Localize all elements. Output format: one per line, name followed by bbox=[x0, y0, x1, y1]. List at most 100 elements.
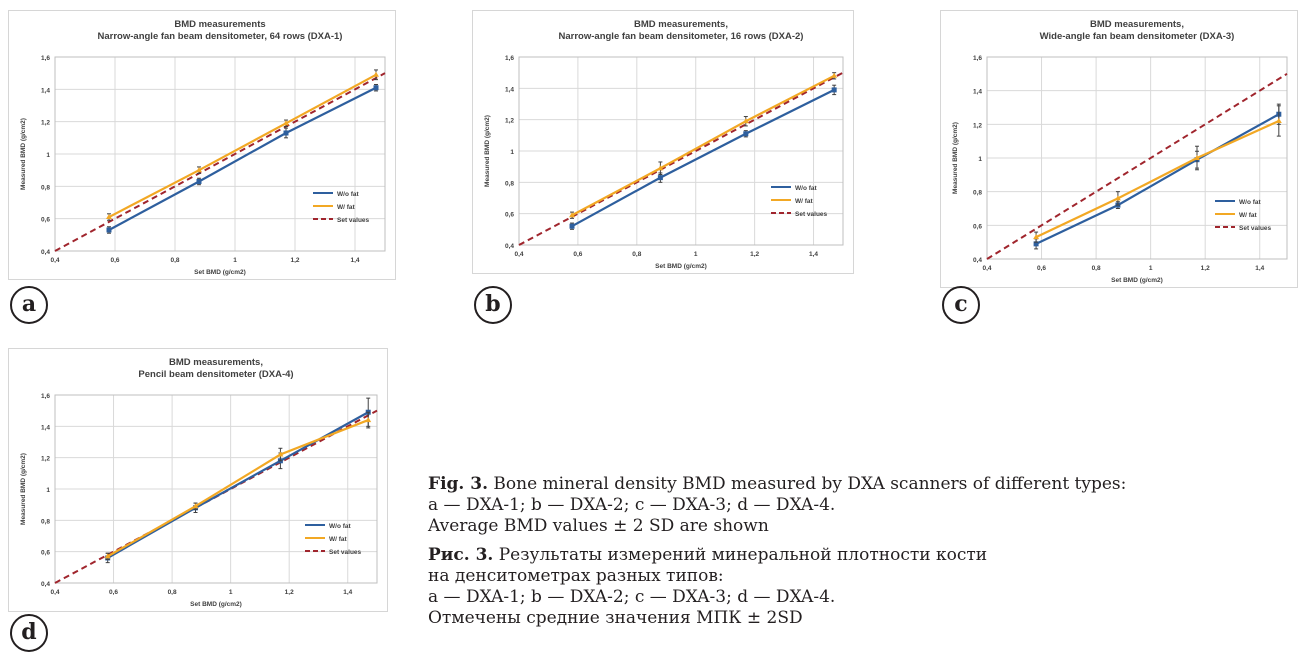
x-tick-label: 1,2 bbox=[285, 589, 294, 596]
x-tick-label: 0,8 bbox=[1092, 265, 1101, 272]
badge-b: b bbox=[474, 286, 512, 324]
y-tick-label: 0,4 bbox=[505, 243, 514, 250]
caption-russian: Рис. 3. Результаты измерений минеральной… bbox=[428, 545, 1298, 629]
x-axis-label: Set BMD (g/cm2) bbox=[194, 269, 246, 276]
x-tick-label: 1 bbox=[694, 251, 698, 258]
data-point-w-fat bbox=[373, 71, 379, 77]
badge-c: c bbox=[942, 286, 980, 324]
x-tick-label: 0,8 bbox=[170, 257, 179, 264]
x-tick-label: 0,4 bbox=[982, 265, 991, 272]
data-point-w-fat bbox=[104, 553, 111, 559]
chart-panel-b: BMD measurements, Narrow-angle fan beam d… bbox=[472, 10, 854, 274]
y-tick-label: 1,2 bbox=[973, 122, 982, 129]
y-tick-label: 1,4 bbox=[505, 86, 514, 93]
y-tick-label: 1,6 bbox=[41, 393, 50, 400]
legend-label-set-values: Set values bbox=[795, 211, 828, 218]
legend-label-wo-fat: W/o fat bbox=[795, 185, 817, 192]
data-point-w-fat bbox=[1033, 234, 1040, 240]
y-tick-label: 1,4 bbox=[41, 424, 50, 431]
series-set-values-line bbox=[986, 72, 1288, 260]
x-tick-label: 0,8 bbox=[168, 589, 177, 596]
data-point-w-fat bbox=[196, 167, 202, 173]
x-axis-label: Set BMD (g/cm2) bbox=[1111, 277, 1163, 284]
badge-a: a bbox=[10, 286, 48, 324]
plot-area bbox=[54, 56, 386, 252]
x-tick-label: 1 bbox=[229, 589, 233, 596]
caption-ru-text-1: Результаты измерений минеральной плотнос… bbox=[493, 545, 988, 565]
chart-b-svg: BMD measurements,Narrow-angle fan beam d… bbox=[484, 19, 844, 270]
data-point-w-fat bbox=[1114, 195, 1121, 201]
x-tick-label: 1 bbox=[233, 257, 237, 264]
series-w-fat-line bbox=[107, 419, 369, 558]
data-point-wo-fat bbox=[106, 227, 112, 233]
series-w-fat-line bbox=[108, 73, 377, 219]
plot-area bbox=[518, 56, 844, 246]
chart-title-line-1: BMD measurements bbox=[174, 19, 265, 30]
y-tick-label: 0,8 bbox=[41, 518, 50, 525]
data-point-wo-fat bbox=[743, 131, 749, 137]
caption-en-text-1: Bone mineral density BMD measured by DXA… bbox=[488, 474, 1127, 494]
x-tick-label: 0,4 bbox=[514, 251, 523, 258]
data-point-w-fat bbox=[106, 214, 112, 220]
y-axis-label: Measured BMD (g/cm2) bbox=[20, 453, 27, 525]
x-tick-label: 1,4 bbox=[343, 589, 352, 596]
y-tick-label: 1,2 bbox=[41, 456, 50, 463]
x-tick-label: 1,2 bbox=[750, 251, 759, 258]
chart-panel-a: BMD measurements Narrow-angle fan beam de… bbox=[8, 10, 396, 280]
data-point-w-fat bbox=[192, 503, 199, 509]
plot-area bbox=[54, 394, 378, 584]
chart-title-line-2: Narrow-angle fan beam densitometer, 16 r… bbox=[559, 31, 804, 42]
legend-label-w-fat: W/ fat bbox=[337, 204, 356, 211]
chart-panel-d: BMD measurements, Pencil beam densitomete… bbox=[8, 348, 388, 612]
legend-label-set-values: Set values bbox=[1239, 225, 1272, 232]
y-tick-label: 0,8 bbox=[505, 180, 514, 187]
x-tick-label: 1 bbox=[1149, 265, 1153, 272]
chart-panel-c: BMD measurements, Wide-angle fan beam den… bbox=[940, 10, 1298, 288]
figure-caption: Fig. 3. Bone mineral density BMD measure… bbox=[428, 474, 1298, 637]
data-point-w-fat bbox=[1275, 117, 1282, 123]
caption-ru-text-4: Отмечены средние значения МПК ± 2SD bbox=[428, 608, 803, 628]
x-axis-label: Set BMD (g/cm2) bbox=[190, 601, 242, 608]
data-point-wo-fat bbox=[1033, 241, 1039, 247]
caption-en-text-3: Average BMD values ± 2 SD are shown bbox=[428, 516, 769, 536]
y-axis-label: Measured BMD (g/cm2) bbox=[484, 115, 491, 187]
y-tick-label: 1,2 bbox=[505, 118, 514, 125]
y-tick-label: 0,6 bbox=[505, 212, 514, 219]
data-point-wo-fat bbox=[283, 130, 289, 136]
y-tick-label: 0,6 bbox=[973, 223, 982, 230]
chart-c-svg: BMD measurements,Wide-angle fan beam den… bbox=[952, 19, 1288, 284]
y-tick-label: 1,6 bbox=[973, 55, 982, 62]
caption-ru-text-3: a — DXA-1; b — DXA-2; c — DXA-3; d — DXA… bbox=[428, 587, 836, 607]
data-point-w-fat bbox=[831, 72, 838, 78]
plot-area bbox=[986, 56, 1288, 260]
x-tick-label: 0,4 bbox=[50, 257, 59, 264]
series-set-values-line bbox=[518, 71, 844, 246]
y-tick-label: 1 bbox=[978, 156, 982, 163]
legend-label-wo-fat: W/o fat bbox=[1239, 199, 1261, 206]
x-tick-label: 0,6 bbox=[573, 251, 582, 258]
data-point-w-fat bbox=[742, 118, 749, 124]
legend-label-wo-fat: W/o fat bbox=[329, 523, 351, 530]
chart-title-line-1: BMD measurements, bbox=[634, 19, 728, 30]
series-w-fat-line bbox=[571, 74, 835, 217]
y-tick-label: 0,4 bbox=[973, 257, 982, 264]
y-tick-label: 1,4 bbox=[973, 89, 982, 96]
series-wo-fat-line bbox=[108, 86, 377, 231]
y-tick-label: 1,6 bbox=[505, 55, 514, 62]
caption-ru-label: Рис. 3. bbox=[428, 545, 494, 565]
chart-title-line-1: BMD measurements, bbox=[169, 357, 263, 368]
data-point-w-fat bbox=[283, 120, 289, 126]
data-point-w-fat bbox=[569, 212, 576, 218]
chart-title-line-2: Pencil beam densitometer (DXA-4) bbox=[138, 369, 293, 380]
data-point-wo-fat bbox=[657, 175, 663, 181]
chart-title-line-2: Wide-angle fan beam densitometer (DXA-3) bbox=[1040, 31, 1235, 42]
caption-english: Fig. 3. Bone mineral density BMD measure… bbox=[428, 474, 1298, 537]
x-tick-label: 1,2 bbox=[1201, 265, 1210, 272]
legend-label-set-values: Set values bbox=[337, 217, 370, 224]
y-tick-label: 1,2 bbox=[41, 120, 50, 127]
y-tick-label: 1,6 bbox=[41, 55, 50, 62]
data-point-w-fat bbox=[1194, 155, 1200, 160]
data-point-wo-fat bbox=[831, 87, 837, 93]
x-tick-label: 1,4 bbox=[1255, 265, 1264, 272]
